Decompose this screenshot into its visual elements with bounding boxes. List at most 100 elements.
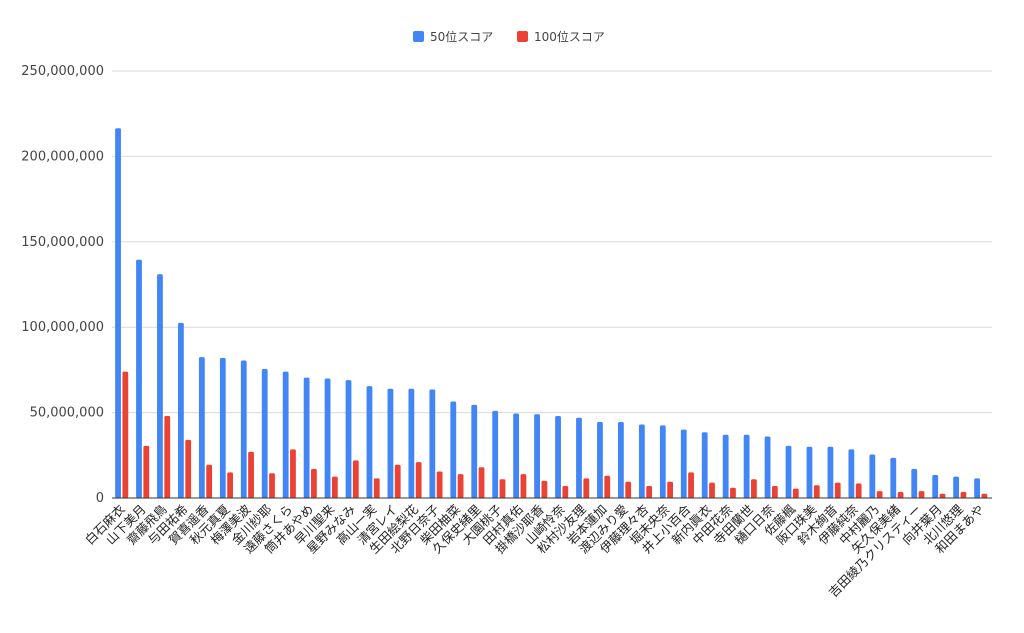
legend-swatch: [517, 31, 528, 42]
bar-50位スコア: [932, 474, 939, 498]
bar-100位スコア: [604, 475, 611, 498]
bar-50位スコア: [555, 416, 561, 498]
bar-100位スコア: [436, 471, 443, 498]
bar-100位スコア: [206, 464, 213, 498]
bar-50位スコア: [492, 410, 499, 498]
gridlines: [112, 70, 992, 414]
bar-100位スコア: [122, 371, 129, 498]
bar-100位スコア: [164, 416, 171, 498]
bar-100位スコア: [562, 486, 569, 498]
bar-50位スコア: [638, 424, 645, 498]
bar-50位スコア: [345, 380, 352, 498]
bar-50位スコア: [324, 378, 331, 498]
bar-50位スコア: [136, 259, 142, 498]
bar-50位スコア: [178, 322, 184, 498]
bar-100位スコア: [478, 467, 485, 498]
bar-50位スコア: [806, 446, 813, 498]
bar-100位スコア: [143, 445, 150, 498]
bar-50位スコア: [680, 429, 687, 498]
y-tick-label: 0: [96, 491, 104, 506]
bar-100位スコア: [583, 478, 590, 498]
bar-50位スコア: [450, 401, 457, 498]
legend: 50位スコア 100位スコア: [413, 29, 605, 44]
bar-100位スコア: [813, 485, 820, 498]
bar-100位スコア: [939, 493, 946, 498]
bar-50位スコア: [974, 478, 980, 498]
y-tick-label: 50,000,000: [30, 406, 104, 421]
bar-100位スコア: [248, 451, 254, 498]
bar-50位スコア: [890, 457, 897, 498]
bar-100位スコア: [667, 481, 674, 498]
bar-50位スコア: [115, 128, 121, 498]
bar-50位スコア: [827, 446, 834, 498]
y-axis: 0 50,000,000 100,000,000 150,000,000 200,000…: [21, 64, 104, 506]
y-tick-label: 100,000,000: [21, 320, 104, 335]
bar-50位スコア: [303, 377, 310, 498]
bar-50位スコア: [240, 360, 247, 498]
bar-100位スコア: [331, 476, 338, 498]
bar-100位スコア: [771, 486, 778, 498]
bar-100位スコア: [751, 479, 757, 498]
bar-100位スコア: [352, 460, 359, 498]
bar-100位スコア: [960, 492, 967, 498]
bar-50位スコア: [219, 357, 226, 498]
bar-50位スコア: [261, 369, 268, 498]
bar-100位スコア: [897, 492, 904, 498]
bar-50位スコア: [387, 388, 394, 498]
bar-100位スコア: [709, 482, 715, 498]
bar-100位スコア: [688, 472, 694, 498]
bar-50位スコア: [576, 417, 582, 498]
bar-100位スコア: [918, 491, 925, 498]
bar-100位スコア: [373, 478, 380, 498]
bar-50位スコア: [911, 468, 918, 498]
bar-50位スコア: [764, 436, 771, 498]
legend-swatch: [413, 31, 424, 42]
bar-50位スコア: [282, 371, 289, 498]
bar-100位スコア: [499, 479, 506, 498]
bars: [115, 128, 988, 498]
legend-label: 100位スコア: [534, 29, 605, 44]
bar-50位スコア: [408, 388, 415, 498]
bar-100位スコア: [311, 468, 317, 498]
bar-50位スコア: [597, 421, 603, 498]
bar-50位スコア: [659, 425, 666, 498]
bar-100位スコア: [269, 473, 275, 498]
bar-100位スコア: [834, 482, 841, 498]
bar-100位スコア: [792, 488, 799, 498]
bar-50位スコア: [869, 454, 876, 498]
bar-50位スコア: [534, 414, 540, 498]
bar-100位スコア: [394, 464, 401, 498]
bar-50位スコア: [722, 434, 729, 498]
y-tick-label: 200,000,000: [21, 149, 104, 164]
bar-50位スコア: [848, 449, 855, 498]
y-tick-label: 150,000,000: [21, 235, 104, 250]
bar-100位スコア: [855, 483, 862, 498]
bar-100位スコア: [457, 474, 464, 498]
bar-50位スコア: [785, 445, 792, 498]
bar-100位スコア: [290, 449, 296, 498]
bar-100位スコア: [185, 439, 192, 498]
bar-100位スコア: [520, 474, 527, 498]
bar-100位スコア: [646, 486, 653, 498]
legend-label: 50位スコア: [430, 29, 493, 44]
bar-50位スコア: [471, 404, 478, 498]
bar-50位スコア: [429, 389, 436, 498]
bar-100位スコア: [541, 480, 548, 498]
bar-50位スコア: [743, 434, 750, 498]
bar-50位スコア: [157, 274, 163, 498]
bar-100位スコア: [415, 462, 422, 498]
bar-100位スコア: [981, 493, 988, 498]
bar-50位スコア: [953, 476, 960, 498]
bar-50位スコア: [366, 386, 373, 498]
bar-50位スコア: [513, 413, 520, 498]
bar-100位スコア: [730, 487, 736, 498]
y-tick-label: 250,000,000: [21, 64, 104, 79]
bar-100位スコア: [227, 472, 234, 498]
bar-50位スコア: [701, 432, 708, 498]
bar-100位スコア: [625, 481, 632, 498]
bar-50位スコア: [618, 421, 624, 498]
bar-50位スコア: [198, 357, 205, 498]
bar-100位スコア: [876, 491, 883, 498]
